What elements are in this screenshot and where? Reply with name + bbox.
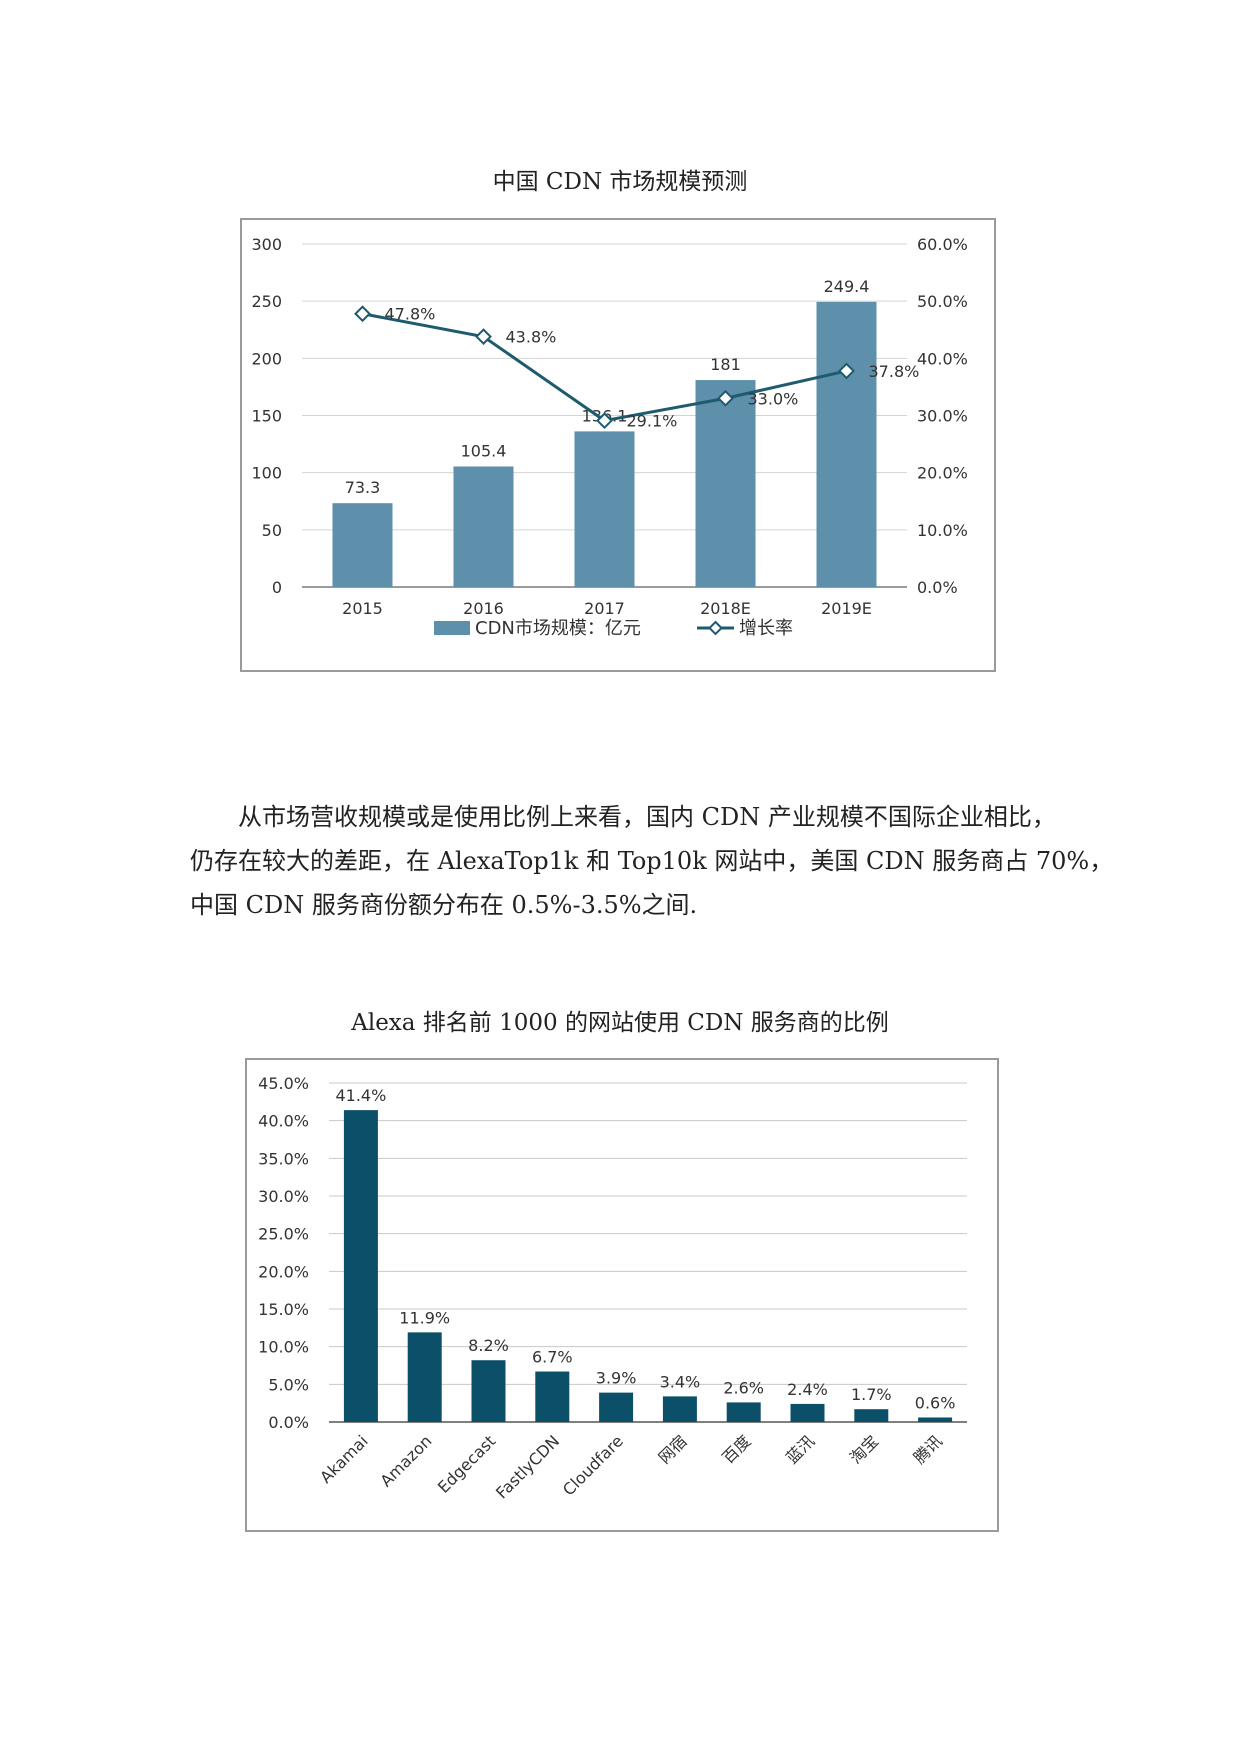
growth-rate-label: 33.0% [748, 389, 799, 408]
x-tick-label: Cloudfare [559, 1431, 627, 1499]
x-tick-label: 百度 [718, 1431, 754, 1467]
bar-value-label: 181 [710, 355, 741, 374]
bar-value-label: 249.4 [824, 277, 870, 296]
chart2-container: 0.0% 5.0% 10.0% 15.0% 20.0% 25.0% 30.0% 35.0% 40… [245, 1058, 999, 1532]
legend-bar-swatch [434, 621, 470, 635]
bar-value-label: 11.9% [399, 1308, 450, 1327]
bar-value-label: 2.4% [787, 1380, 828, 1399]
bar [574, 431, 635, 587]
legend-bar-label: CDN市场规模：亿元 [475, 618, 641, 639]
bar-value-label: 3.4% [660, 1372, 701, 1391]
growth-rate-label: 43.8% [506, 328, 557, 347]
x-tick-label: Edgecast [434, 1431, 499, 1496]
y-tick-label: 0.0% [268, 1413, 309, 1432]
y-tick-label: 40.0% [258, 1112, 309, 1131]
chart2-caption: Alexa 排名前 1000 的网站使用 CDN 服务商的比例 [351, 1010, 889, 1036]
growth-rate-marker [717, 389, 734, 407]
bar [471, 1360, 506, 1422]
y-left-tick-label: 200 [251, 349, 282, 368]
chart1-caption: 中国 CDN 市场规模预测 [492, 169, 748, 195]
x-tick-label: 2019E [821, 599, 872, 618]
y-left-tick-label: 250 [251, 292, 282, 311]
x-tick-label: 2017 [584, 599, 625, 618]
growth-rate-label: 29.1% [627, 412, 678, 431]
y-right-tick-label: 40.0% [917, 349, 968, 368]
bar [854, 1409, 889, 1422]
y-left-tick-label: 300 [251, 235, 282, 254]
alexa-cdn-share-bar-chart: 0.0% 5.0% 10.0% 15.0% 20.0% 25.0% 30.0% 35.0% 40… [258, 1074, 967, 1502]
bar-value-label: 1.7% [851, 1385, 892, 1404]
y-left-tick-label: 100 [251, 464, 282, 483]
bar-value-label: 6.7% [532, 1348, 573, 1367]
growth-rate-marker [838, 362, 855, 380]
y-left-tick-label: 150 [251, 407, 282, 426]
bar [535, 1371, 570, 1422]
y-right-tick-label: 20.0% [917, 464, 968, 483]
paragraph-line-1: 从市场营收规模或是使用比例上来看，国内 CDN 产业规模不国际企业相比， [238, 803, 1056, 831]
y-tick-label: 5.0% [268, 1375, 309, 1394]
x-tick-label: 网宿 [655, 1431, 691, 1467]
y-right-tick-label: 0.0% [917, 578, 958, 597]
growth-rate-marker [354, 305, 371, 323]
body-paragraph: 从市场营收规模或是使用比例上来看，国内 CDN 产业规模不国际企业相比， 仍存在… [190, 795, 1114, 927]
legend-line-marker [708, 620, 723, 636]
y-tick-label: 35.0% [258, 1149, 309, 1168]
bar-value-label: 0.6% [915, 1393, 956, 1412]
y-tick-label: 10.0% [258, 1338, 309, 1357]
bar [407, 1332, 442, 1422]
bar-value-label: 41.4% [335, 1086, 386, 1105]
bar [453, 466, 514, 587]
x-tick-label: FastlyCDN [492, 1431, 563, 1502]
x-tick-label: 淘宝 [846, 1431, 882, 1467]
growth-rate-marker [596, 412, 613, 430]
legend-line-label: 增长率 [739, 618, 793, 639]
y-left-tick-label: 50 [262, 521, 282, 540]
y-tick-label: 45.0% [258, 1074, 309, 1093]
chart1-container: 0 50 100 150 200 250 300 0.0% 10.0% 20.0% 30.0% 40.… [240, 218, 996, 672]
bar [816, 301, 877, 587]
x-tick-label: Akamai [316, 1431, 372, 1487]
y-right-tick-label: 60.0% [917, 235, 968, 254]
bar-value-label: 2.6% [723, 1378, 764, 1397]
bar [726, 1402, 761, 1422]
bar [343, 1110, 378, 1422]
x-tick-label: Amazon [376, 1431, 435, 1490]
bar [662, 1396, 697, 1422]
bar-value-label: 73.3 [345, 478, 381, 497]
y-tick-label: 20.0% [258, 1262, 309, 1281]
y-left-tick-label: 0 [272, 578, 282, 597]
x-tick-label: 腾讯 [910, 1431, 946, 1467]
bar [790, 1403, 825, 1422]
y-tick-label: 25.0% [258, 1225, 309, 1244]
cdn-market-combo-chart: 0 50 100 150 200 250 300 0.0% 10.0% 20.0% 30.0% 40.… [251, 235, 968, 639]
paragraph-line-2: 仍存在较大的差距，在 AlexaTop1k 和 Top10k 网站中，美国 CD… [190, 847, 1114, 875]
bar [332, 503, 393, 587]
y-tick-label: 30.0% [258, 1187, 309, 1206]
growth-rate-label: 47.8% [385, 305, 436, 324]
x-tick-label: 2016 [463, 599, 504, 618]
x-tick-label: 2015 [342, 599, 383, 618]
x-tick-label: 2018E [700, 599, 751, 618]
growth-rate-marker [475, 328, 492, 346]
bar-value-label: 8.2% [468, 1336, 509, 1355]
y-right-tick-label: 10.0% [917, 521, 968, 540]
bar-value-label: 3.9% [596, 1369, 637, 1388]
bar [599, 1392, 634, 1422]
y-right-tick-label: 30.0% [917, 407, 968, 426]
bar [695, 380, 756, 587]
x-tick-label: 蓝汛 [782, 1431, 818, 1467]
bar [918, 1417, 953, 1422]
bar-value-label: 105.4 [461, 441, 507, 460]
paragraph-line-3: 中国 CDN 服务商份额分布在 0.5%-3.5%之间. [190, 891, 698, 919]
growth-rate-label: 37.8% [869, 362, 920, 381]
y-right-tick-label: 50.0% [917, 292, 968, 311]
y-tick-label: 15.0% [258, 1300, 309, 1319]
